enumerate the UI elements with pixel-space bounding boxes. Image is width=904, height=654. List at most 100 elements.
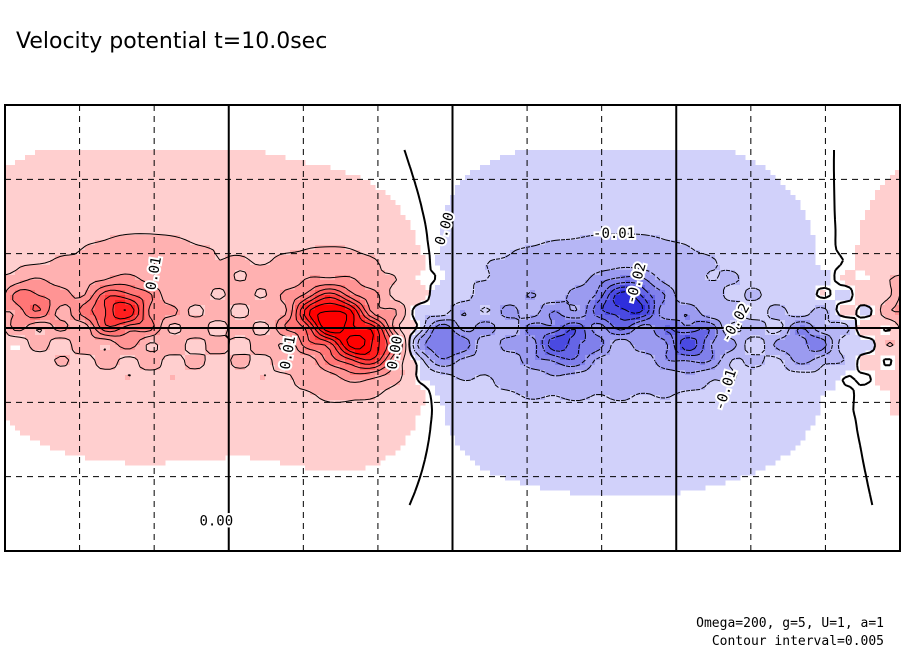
contour-cell bbox=[435, 390, 441, 396]
contour-cell bbox=[80, 180, 86, 186]
contour-cell bbox=[365, 360, 371, 366]
contour-cell bbox=[425, 365, 431, 371]
contour-cell bbox=[255, 225, 261, 231]
contour-cell bbox=[115, 250, 121, 256]
contour-cell bbox=[285, 220, 291, 226]
contour-cell bbox=[415, 285, 421, 291]
contour-cell bbox=[250, 420, 256, 426]
contour-cell bbox=[55, 225, 61, 231]
contour-cell bbox=[260, 395, 266, 401]
contour-cell bbox=[170, 405, 176, 411]
contour-cell bbox=[315, 340, 321, 346]
contour-cell bbox=[105, 435, 111, 441]
contour-cell bbox=[105, 160, 111, 166]
contour-cell bbox=[300, 285, 306, 291]
contour-cell bbox=[290, 225, 296, 231]
contour-cell bbox=[260, 230, 266, 236]
contour-cell bbox=[335, 455, 341, 461]
contour-cell bbox=[335, 250, 341, 256]
contour-cell bbox=[155, 335, 161, 341]
contour-cell bbox=[130, 335, 136, 341]
contour-cell bbox=[310, 305, 316, 311]
contour-cell bbox=[255, 170, 261, 176]
contour-cell bbox=[95, 180, 101, 186]
contour-cell bbox=[285, 245, 291, 251]
contour-cell bbox=[20, 310, 26, 316]
contour-cell bbox=[95, 265, 101, 271]
contour-cell bbox=[405, 255, 411, 261]
contour-cell bbox=[380, 315, 386, 321]
contour-cell bbox=[195, 315, 201, 321]
contour-cell bbox=[375, 220, 381, 226]
contour-cell bbox=[125, 265, 131, 271]
contour-cell bbox=[170, 430, 176, 436]
contour-cell bbox=[80, 235, 86, 241]
contour-cell bbox=[270, 275, 276, 281]
contour-cell bbox=[125, 450, 131, 456]
contour-cell bbox=[235, 290, 241, 296]
contour-cell bbox=[190, 355, 196, 361]
contour-cell bbox=[120, 450, 126, 456]
contour-cell bbox=[265, 265, 271, 271]
contour-cell bbox=[240, 210, 246, 216]
contour-cell bbox=[265, 315, 271, 321]
contour-cell bbox=[295, 440, 301, 446]
contour-cell bbox=[65, 410, 71, 416]
contour-cell bbox=[325, 180, 331, 186]
contour-cell bbox=[45, 245, 51, 251]
contour-cell bbox=[220, 230, 226, 236]
contour-cell bbox=[145, 400, 151, 406]
contour-cell bbox=[180, 350, 186, 356]
contour-cell bbox=[305, 270, 311, 276]
contour-cell bbox=[385, 285, 391, 291]
contour-cell bbox=[425, 320, 431, 326]
contour-cell bbox=[350, 225, 356, 231]
contour-cell bbox=[55, 420, 61, 426]
contour-cell bbox=[15, 160, 21, 166]
contour-cell bbox=[40, 195, 46, 201]
contour-cell bbox=[105, 270, 111, 276]
contour-cell bbox=[250, 175, 256, 181]
contour-cell bbox=[115, 355, 121, 361]
contour-cell bbox=[85, 150, 91, 156]
contour-cell bbox=[10, 335, 16, 341]
contour-cell bbox=[235, 420, 241, 426]
contour-cell bbox=[130, 400, 136, 406]
contour-cell bbox=[135, 385, 141, 391]
contour-cell bbox=[185, 160, 191, 166]
contour-cell bbox=[245, 235, 251, 241]
contour-cell bbox=[235, 300, 241, 306]
contour-cell bbox=[345, 255, 351, 261]
contour-cell bbox=[275, 425, 281, 431]
contour-cell bbox=[175, 360, 181, 366]
contour-cell bbox=[265, 320, 271, 326]
contour-cell bbox=[25, 225, 31, 231]
contour-cell bbox=[290, 240, 296, 246]
contour-cell bbox=[340, 285, 346, 291]
contour-cell bbox=[185, 360, 191, 366]
contour-cell bbox=[125, 360, 131, 366]
contour-cell bbox=[70, 305, 76, 311]
contour-cell bbox=[190, 385, 196, 391]
contour-cell bbox=[360, 390, 366, 396]
contour-cell bbox=[310, 240, 316, 246]
contour-cell bbox=[35, 410, 41, 416]
contour-cell bbox=[15, 380, 21, 386]
contour-cell bbox=[60, 370, 66, 376]
contour-cell bbox=[390, 370, 396, 376]
contour-cell bbox=[160, 255, 166, 261]
contour-cell bbox=[365, 315, 371, 321]
contour-cell bbox=[25, 155, 31, 161]
contour-cell bbox=[145, 210, 151, 216]
contour-cell bbox=[105, 250, 111, 256]
contour-cell bbox=[85, 435, 91, 441]
contour-cell bbox=[160, 445, 166, 451]
contour-cell bbox=[190, 245, 196, 251]
contour-cell bbox=[235, 195, 241, 201]
contour-cell bbox=[400, 425, 406, 431]
contour-cell bbox=[5, 385, 11, 391]
contour-cell bbox=[395, 305, 401, 311]
contour-cell bbox=[220, 300, 226, 306]
contour-cell bbox=[235, 190, 241, 196]
contour-cell bbox=[330, 445, 336, 451]
